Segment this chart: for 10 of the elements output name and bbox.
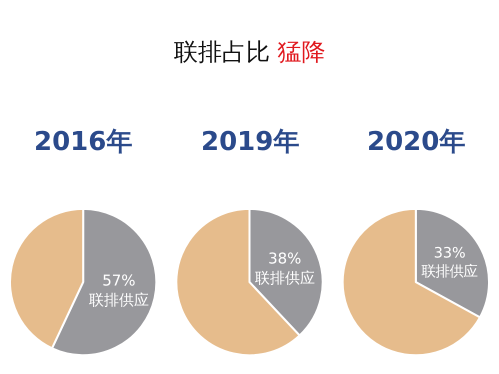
- data-label: 57%: [102, 271, 136, 290]
- chart-subtitle: 2019年: [201, 127, 300, 157]
- slice-label: 联排供应: [422, 264, 478, 280]
- slice-label: 联排供应: [88, 290, 149, 309]
- data-label: 38%: [268, 249, 302, 268]
- text: 联排占比 猛降: [174, 38, 326, 66]
- data-label: 33%: [434, 246, 466, 262]
- chart-subtitle: 2020年: [367, 127, 466, 157]
- chart-subtitle: 2016年: [34, 127, 132, 157]
- slice-label: 联排供应: [254, 268, 315, 287]
